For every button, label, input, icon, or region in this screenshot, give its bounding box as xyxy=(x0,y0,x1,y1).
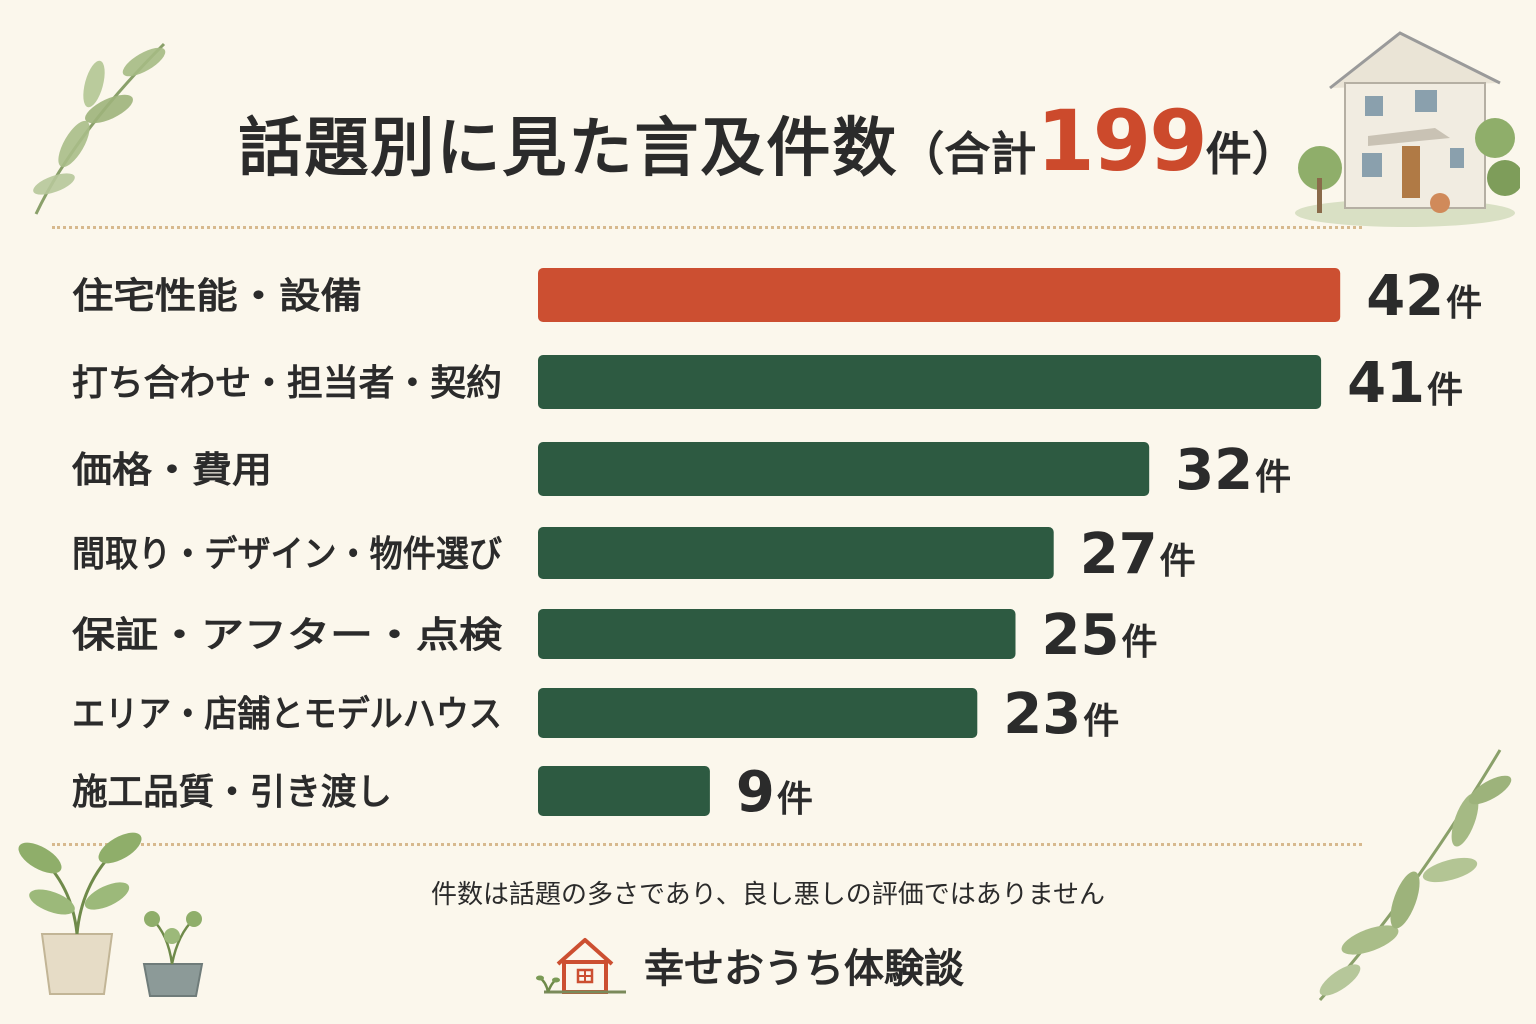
leaf-branch-icon xyxy=(1318,749,1512,1002)
bar xyxy=(538,609,1016,659)
title-paren-close: ） xyxy=(1251,127,1298,181)
chart-title: 話題別に見た言及件数（合計199件） xyxy=(0,92,1536,190)
category-label: 間取り・デザイン・物件選び xyxy=(72,533,502,575)
bottom-divider xyxy=(52,843,1362,846)
brand: 幸せおうち体験談 xyxy=(530,930,964,1000)
value-label: 32件 xyxy=(1175,438,1291,503)
category-label: 打ち合わせ・担当者・契約 xyxy=(72,363,502,404)
top-divider xyxy=(52,226,1362,229)
bar xyxy=(538,766,710,816)
title-total-value: 199 xyxy=(1036,92,1207,190)
bar xyxy=(538,527,1054,579)
leaf-branch-icon xyxy=(33,42,166,215)
value-label: 42件 xyxy=(1366,264,1482,329)
category-label: エリア・店舗とモデルハウス xyxy=(72,693,502,735)
value-label: 41件 xyxy=(1347,351,1463,416)
bar xyxy=(538,268,1341,322)
category-label: 施工品質・引き渡し xyxy=(72,772,392,813)
category-label: 保証・アフター・点検 xyxy=(72,615,503,656)
title-total-prefix: 合計 xyxy=(944,127,1037,181)
potted-plant-icon xyxy=(18,832,204,997)
house-logo-icon xyxy=(536,938,626,994)
title-paren-open: （ xyxy=(898,127,945,181)
bar xyxy=(538,442,1150,496)
bar xyxy=(538,355,1322,409)
title-main: 話題別に見た言及件数 xyxy=(238,112,899,186)
brand-name: 幸せおうち体験談 xyxy=(644,946,964,992)
value-label: 9件 xyxy=(736,760,813,825)
category-label: 住宅性能・設備 xyxy=(72,275,362,317)
house-illustration-icon xyxy=(1295,31,1520,227)
value-label: 27件 xyxy=(1080,522,1196,587)
value-label: 25件 xyxy=(1042,603,1158,668)
title-total-unit: 件 xyxy=(1205,127,1252,181)
value-label: 23件 xyxy=(1003,682,1119,747)
footnote: 件数は話題の多さであり、良し悪しの評価ではありません xyxy=(431,880,1105,910)
category-label: 価格・費用 xyxy=(71,450,272,491)
bar xyxy=(538,688,978,738)
